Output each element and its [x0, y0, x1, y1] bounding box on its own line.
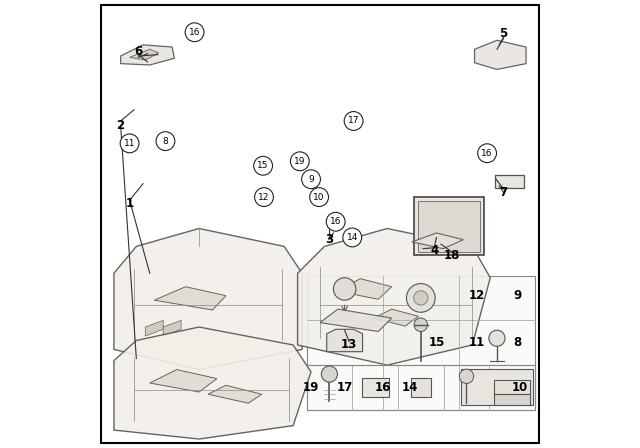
- Text: 15: 15: [257, 161, 269, 170]
- Circle shape: [185, 23, 204, 42]
- Polygon shape: [121, 45, 174, 65]
- Text: 3: 3: [325, 233, 333, 246]
- Text: 16: 16: [481, 149, 493, 158]
- Circle shape: [301, 170, 321, 189]
- Polygon shape: [163, 320, 181, 336]
- Text: 15: 15: [428, 336, 445, 349]
- Text: 12: 12: [468, 289, 485, 302]
- Bar: [495, 175, 524, 188]
- Circle shape: [477, 144, 497, 163]
- Circle shape: [321, 366, 337, 382]
- Circle shape: [414, 318, 428, 332]
- Bar: [494, 380, 530, 394]
- Polygon shape: [475, 40, 526, 69]
- Text: 2: 2: [116, 119, 125, 132]
- Text: 11: 11: [468, 336, 485, 349]
- Bar: [461, 369, 532, 405]
- Text: 6: 6: [134, 45, 143, 58]
- Text: 8: 8: [163, 137, 168, 146]
- Text: 16: 16: [330, 217, 341, 226]
- Text: 16: 16: [189, 28, 200, 37]
- Text: 10: 10: [314, 193, 325, 202]
- Text: 9: 9: [513, 289, 521, 302]
- Polygon shape: [145, 320, 163, 336]
- Polygon shape: [114, 228, 302, 370]
- Polygon shape: [494, 394, 530, 405]
- Circle shape: [460, 369, 474, 383]
- Bar: [411, 378, 431, 397]
- Polygon shape: [338, 279, 392, 299]
- Bar: [418, 201, 480, 252]
- Text: 9: 9: [308, 175, 314, 184]
- Polygon shape: [298, 228, 490, 365]
- Circle shape: [344, 112, 363, 130]
- Circle shape: [156, 132, 175, 151]
- Text: 13: 13: [341, 338, 357, 352]
- Circle shape: [310, 188, 328, 207]
- Text: 18: 18: [444, 249, 460, 262]
- Polygon shape: [326, 329, 362, 352]
- Polygon shape: [154, 287, 226, 310]
- Circle shape: [120, 134, 139, 153]
- Circle shape: [291, 152, 309, 171]
- Text: 19: 19: [303, 381, 319, 394]
- Polygon shape: [114, 327, 311, 439]
- Text: 11: 11: [124, 139, 135, 148]
- Polygon shape: [130, 49, 159, 60]
- Circle shape: [489, 330, 505, 346]
- Polygon shape: [374, 309, 419, 326]
- Circle shape: [406, 284, 435, 312]
- Circle shape: [413, 291, 428, 305]
- Bar: [307, 276, 535, 410]
- Circle shape: [255, 188, 273, 207]
- Text: 14: 14: [347, 233, 358, 242]
- Text: 12: 12: [259, 193, 269, 202]
- Polygon shape: [412, 233, 463, 249]
- Circle shape: [343, 228, 362, 247]
- Text: 19: 19: [294, 157, 305, 166]
- Text: 5: 5: [500, 27, 508, 40]
- Circle shape: [333, 278, 356, 300]
- Text: 14: 14: [401, 381, 418, 394]
- Text: 16: 16: [374, 381, 391, 394]
- Text: 17: 17: [337, 381, 353, 394]
- Text: 7: 7: [500, 186, 508, 199]
- Polygon shape: [208, 385, 262, 403]
- Text: 8: 8: [513, 336, 521, 349]
- Text: 4: 4: [430, 244, 438, 258]
- Bar: [307, 365, 535, 410]
- Circle shape: [326, 212, 345, 231]
- Bar: [414, 197, 484, 255]
- Polygon shape: [150, 370, 217, 392]
- Bar: [362, 378, 388, 397]
- Circle shape: [253, 156, 273, 175]
- Text: 17: 17: [348, 116, 359, 125]
- Polygon shape: [320, 309, 392, 332]
- Text: 1: 1: [125, 197, 134, 211]
- Text: 10: 10: [511, 381, 527, 394]
